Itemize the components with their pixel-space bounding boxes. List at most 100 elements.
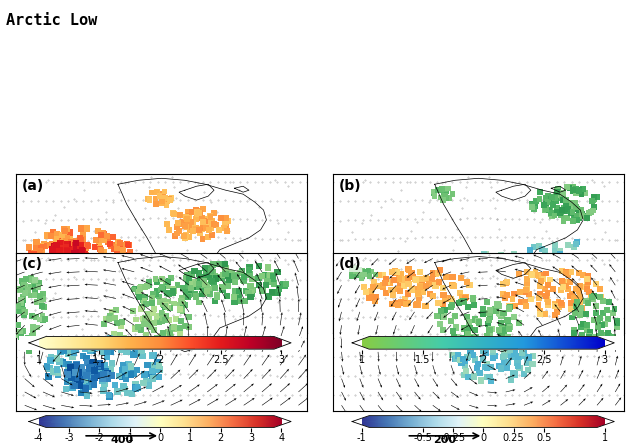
Point bbox=[25, 283, 35, 291]
Point bbox=[168, 288, 178, 295]
Point bbox=[571, 302, 581, 309]
Point bbox=[569, 294, 579, 301]
Point bbox=[59, 346, 69, 353]
Point bbox=[584, 209, 594, 216]
Point bbox=[449, 273, 460, 280]
Point bbox=[130, 384, 140, 391]
Point bbox=[421, 270, 431, 277]
Point bbox=[612, 324, 623, 331]
Point bbox=[399, 283, 410, 290]
Point bbox=[181, 231, 191, 238]
Point bbox=[194, 280, 204, 287]
Point bbox=[266, 271, 276, 278]
Polygon shape bbox=[352, 416, 614, 427]
Point bbox=[588, 337, 598, 344]
Point bbox=[609, 305, 620, 312]
Point bbox=[421, 267, 431, 274]
Point bbox=[484, 316, 494, 323]
Point bbox=[73, 264, 83, 271]
Point bbox=[136, 342, 147, 349]
Point bbox=[406, 270, 417, 277]
Point bbox=[551, 191, 561, 198]
Point bbox=[103, 336, 113, 343]
Point bbox=[522, 275, 532, 282]
Point bbox=[191, 281, 201, 288]
Point bbox=[567, 291, 577, 298]
Point bbox=[133, 324, 143, 331]
Point bbox=[541, 205, 551, 212]
Point bbox=[65, 364, 76, 371]
Point bbox=[575, 293, 585, 300]
Point bbox=[197, 276, 207, 283]
Point bbox=[212, 261, 223, 268]
Point bbox=[56, 239, 66, 246]
Point bbox=[68, 238, 79, 245]
Point bbox=[61, 234, 72, 241]
Point bbox=[162, 282, 172, 289]
Point bbox=[202, 287, 212, 295]
Point bbox=[157, 198, 167, 205]
Point bbox=[444, 269, 454, 276]
Point bbox=[100, 371, 110, 378]
Point bbox=[504, 351, 515, 358]
Point bbox=[51, 253, 61, 261]
Point bbox=[74, 340, 84, 347]
Point bbox=[234, 287, 244, 294]
Point bbox=[50, 267, 60, 274]
Point bbox=[83, 359, 93, 366]
Point bbox=[15, 286, 25, 293]
Point bbox=[438, 196, 448, 203]
Point bbox=[498, 342, 508, 349]
Point bbox=[456, 274, 466, 282]
Point bbox=[144, 196, 154, 203]
Point bbox=[189, 267, 200, 274]
Point bbox=[563, 241, 573, 249]
Point bbox=[267, 288, 277, 295]
Point bbox=[550, 247, 560, 254]
Point bbox=[89, 336, 99, 343]
Point bbox=[63, 369, 73, 376]
Point bbox=[428, 188, 438, 195]
Point bbox=[108, 233, 118, 240]
Point bbox=[598, 331, 608, 338]
Point bbox=[428, 190, 438, 197]
Point bbox=[84, 365, 95, 372]
Point bbox=[73, 248, 83, 255]
Point bbox=[73, 374, 83, 381]
Point bbox=[504, 323, 515, 330]
Point bbox=[16, 296, 26, 303]
Point bbox=[519, 266, 529, 274]
Point bbox=[507, 344, 517, 351]
Point bbox=[143, 310, 153, 317]
Point bbox=[200, 282, 211, 289]
Point bbox=[70, 380, 81, 388]
Point bbox=[161, 302, 171, 309]
Point bbox=[113, 388, 123, 395]
Point bbox=[31, 238, 42, 245]
Point bbox=[164, 291, 174, 298]
Point bbox=[149, 336, 159, 343]
Point bbox=[264, 272, 274, 279]
Point bbox=[202, 219, 212, 226]
Point bbox=[136, 347, 147, 354]
Point bbox=[513, 353, 524, 360]
Point bbox=[563, 206, 573, 213]
Point bbox=[39, 268, 49, 275]
Point bbox=[34, 279, 44, 286]
Point bbox=[558, 190, 568, 197]
Point bbox=[129, 370, 139, 377]
Point bbox=[468, 352, 478, 359]
Point bbox=[68, 363, 78, 370]
Point bbox=[59, 236, 69, 244]
Point bbox=[596, 294, 606, 301]
Point bbox=[525, 247, 535, 254]
Point bbox=[79, 270, 90, 278]
Point bbox=[540, 248, 550, 255]
Point bbox=[580, 190, 590, 197]
Point bbox=[95, 245, 105, 253]
Point bbox=[164, 196, 174, 203]
Point bbox=[582, 275, 593, 283]
Point bbox=[70, 342, 80, 349]
Point bbox=[518, 352, 529, 359]
Point bbox=[133, 336, 143, 343]
